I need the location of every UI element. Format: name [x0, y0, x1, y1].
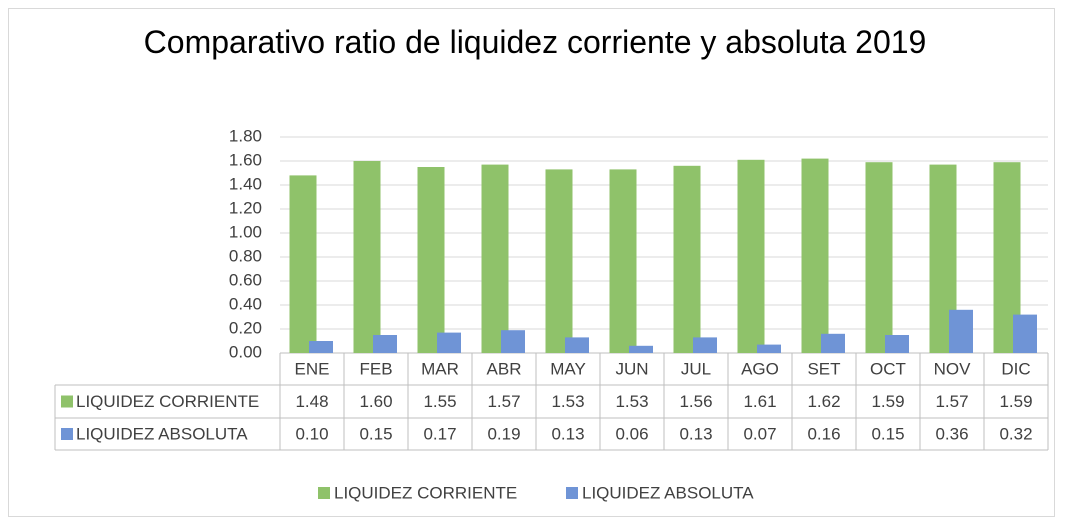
legend-key — [566, 487, 578, 499]
table-value: 0.19 — [487, 424, 520, 443]
table-legend-key — [61, 395, 73, 408]
table-value: 0.06 — [615, 424, 648, 443]
bar — [885, 335, 909, 353]
bar — [865, 162, 893, 353]
bar — [437, 332, 461, 353]
bar — [309, 341, 333, 353]
chart-frame — [8, 8, 1055, 517]
legend-key — [318, 487, 330, 499]
table-value: 0.13 — [551, 424, 584, 443]
x-tick-label: JUN — [615, 359, 648, 378]
x-tick-label: NOV — [934, 359, 972, 378]
table-value: 1.61 — [743, 392, 776, 411]
table-value: 1.53 — [615, 392, 648, 411]
y-tick-label: 0.00 — [229, 342, 262, 361]
legend-label: LIQUIDEZ CORRIENTE — [334, 483, 517, 502]
table-value: 1.48 — [295, 392, 328, 411]
y-tick-label: 1.00 — [229, 222, 262, 241]
chart-title: Comparativo ratio de liquidez corriente … — [143, 24, 927, 60]
table-value: 1.59 — [999, 392, 1032, 411]
table-value: 0.10 — [295, 424, 328, 443]
bar — [693, 337, 717, 353]
x-tick-label: MAR — [421, 359, 459, 378]
y-tick-label: 1.40 — [229, 174, 262, 193]
x-tick-label: AGO — [741, 359, 779, 378]
bar — [481, 164, 509, 353]
y-tick-label: 0.20 — [229, 318, 262, 337]
bar — [289, 175, 317, 353]
bar — [353, 161, 381, 353]
bar — [821, 333, 845, 353]
x-tick-label: SET — [807, 359, 840, 378]
x-tick-label: FEB — [359, 359, 392, 378]
bar — [565, 337, 589, 353]
table-series-name: LIQUIDEZ ABSOLUTA — [76, 424, 248, 443]
bar — [501, 330, 525, 353]
bar — [1013, 314, 1037, 353]
x-tick-label: MAY — [550, 359, 586, 378]
legend-label: LIQUIDEZ ABSOLUTA — [582, 483, 754, 502]
bar — [949, 309, 973, 353]
table-value: 0.13 — [679, 424, 712, 443]
table-value: 1.62 — [807, 392, 840, 411]
table-value: 0.07 — [743, 424, 776, 443]
bar — [545, 169, 573, 353]
table-value: 1.55 — [423, 392, 456, 411]
y-tick-label: 0.60 — [229, 270, 262, 289]
x-tick-label: ENE — [295, 359, 330, 378]
y-tick-label: 1.60 — [229, 150, 262, 169]
bar — [373, 335, 397, 353]
y-tick-label: 1.20 — [229, 198, 262, 217]
x-tick-label: DIC — [1001, 359, 1030, 378]
y-tick-label: 0.40 — [229, 294, 262, 313]
y-tick-label: 0.80 — [229, 246, 262, 265]
bar — [757, 344, 781, 353]
table-value: 1.60 — [359, 392, 392, 411]
table-value: 1.56 — [679, 392, 712, 411]
table-series-name: LIQUIDEZ CORRIENTE — [76, 392, 259, 411]
table-value: 1.59 — [871, 392, 904, 411]
table-value: 0.17 — [423, 424, 456, 443]
bar — [629, 345, 653, 353]
table-value: 1.57 — [935, 392, 968, 411]
table-value: 0.15 — [359, 424, 392, 443]
x-tick-label: ABR — [487, 359, 522, 378]
table-value: 0.32 — [999, 424, 1032, 443]
table-value: 0.36 — [935, 424, 968, 443]
table-value: 1.53 — [551, 392, 584, 411]
table-value: 0.16 — [807, 424, 840, 443]
bar — [673, 165, 701, 353]
bar — [417, 167, 445, 353]
table-value: 1.57 — [487, 392, 520, 411]
bar — [737, 159, 765, 353]
table-value: 0.15 — [871, 424, 904, 443]
bar — [801, 158, 829, 353]
y-tick-label: 1.80 — [229, 126, 262, 145]
bar — [609, 169, 637, 353]
x-tick-label: JUL — [681, 359, 711, 378]
x-tick-label: OCT — [870, 359, 906, 378]
table-legend-key — [61, 428, 73, 440]
